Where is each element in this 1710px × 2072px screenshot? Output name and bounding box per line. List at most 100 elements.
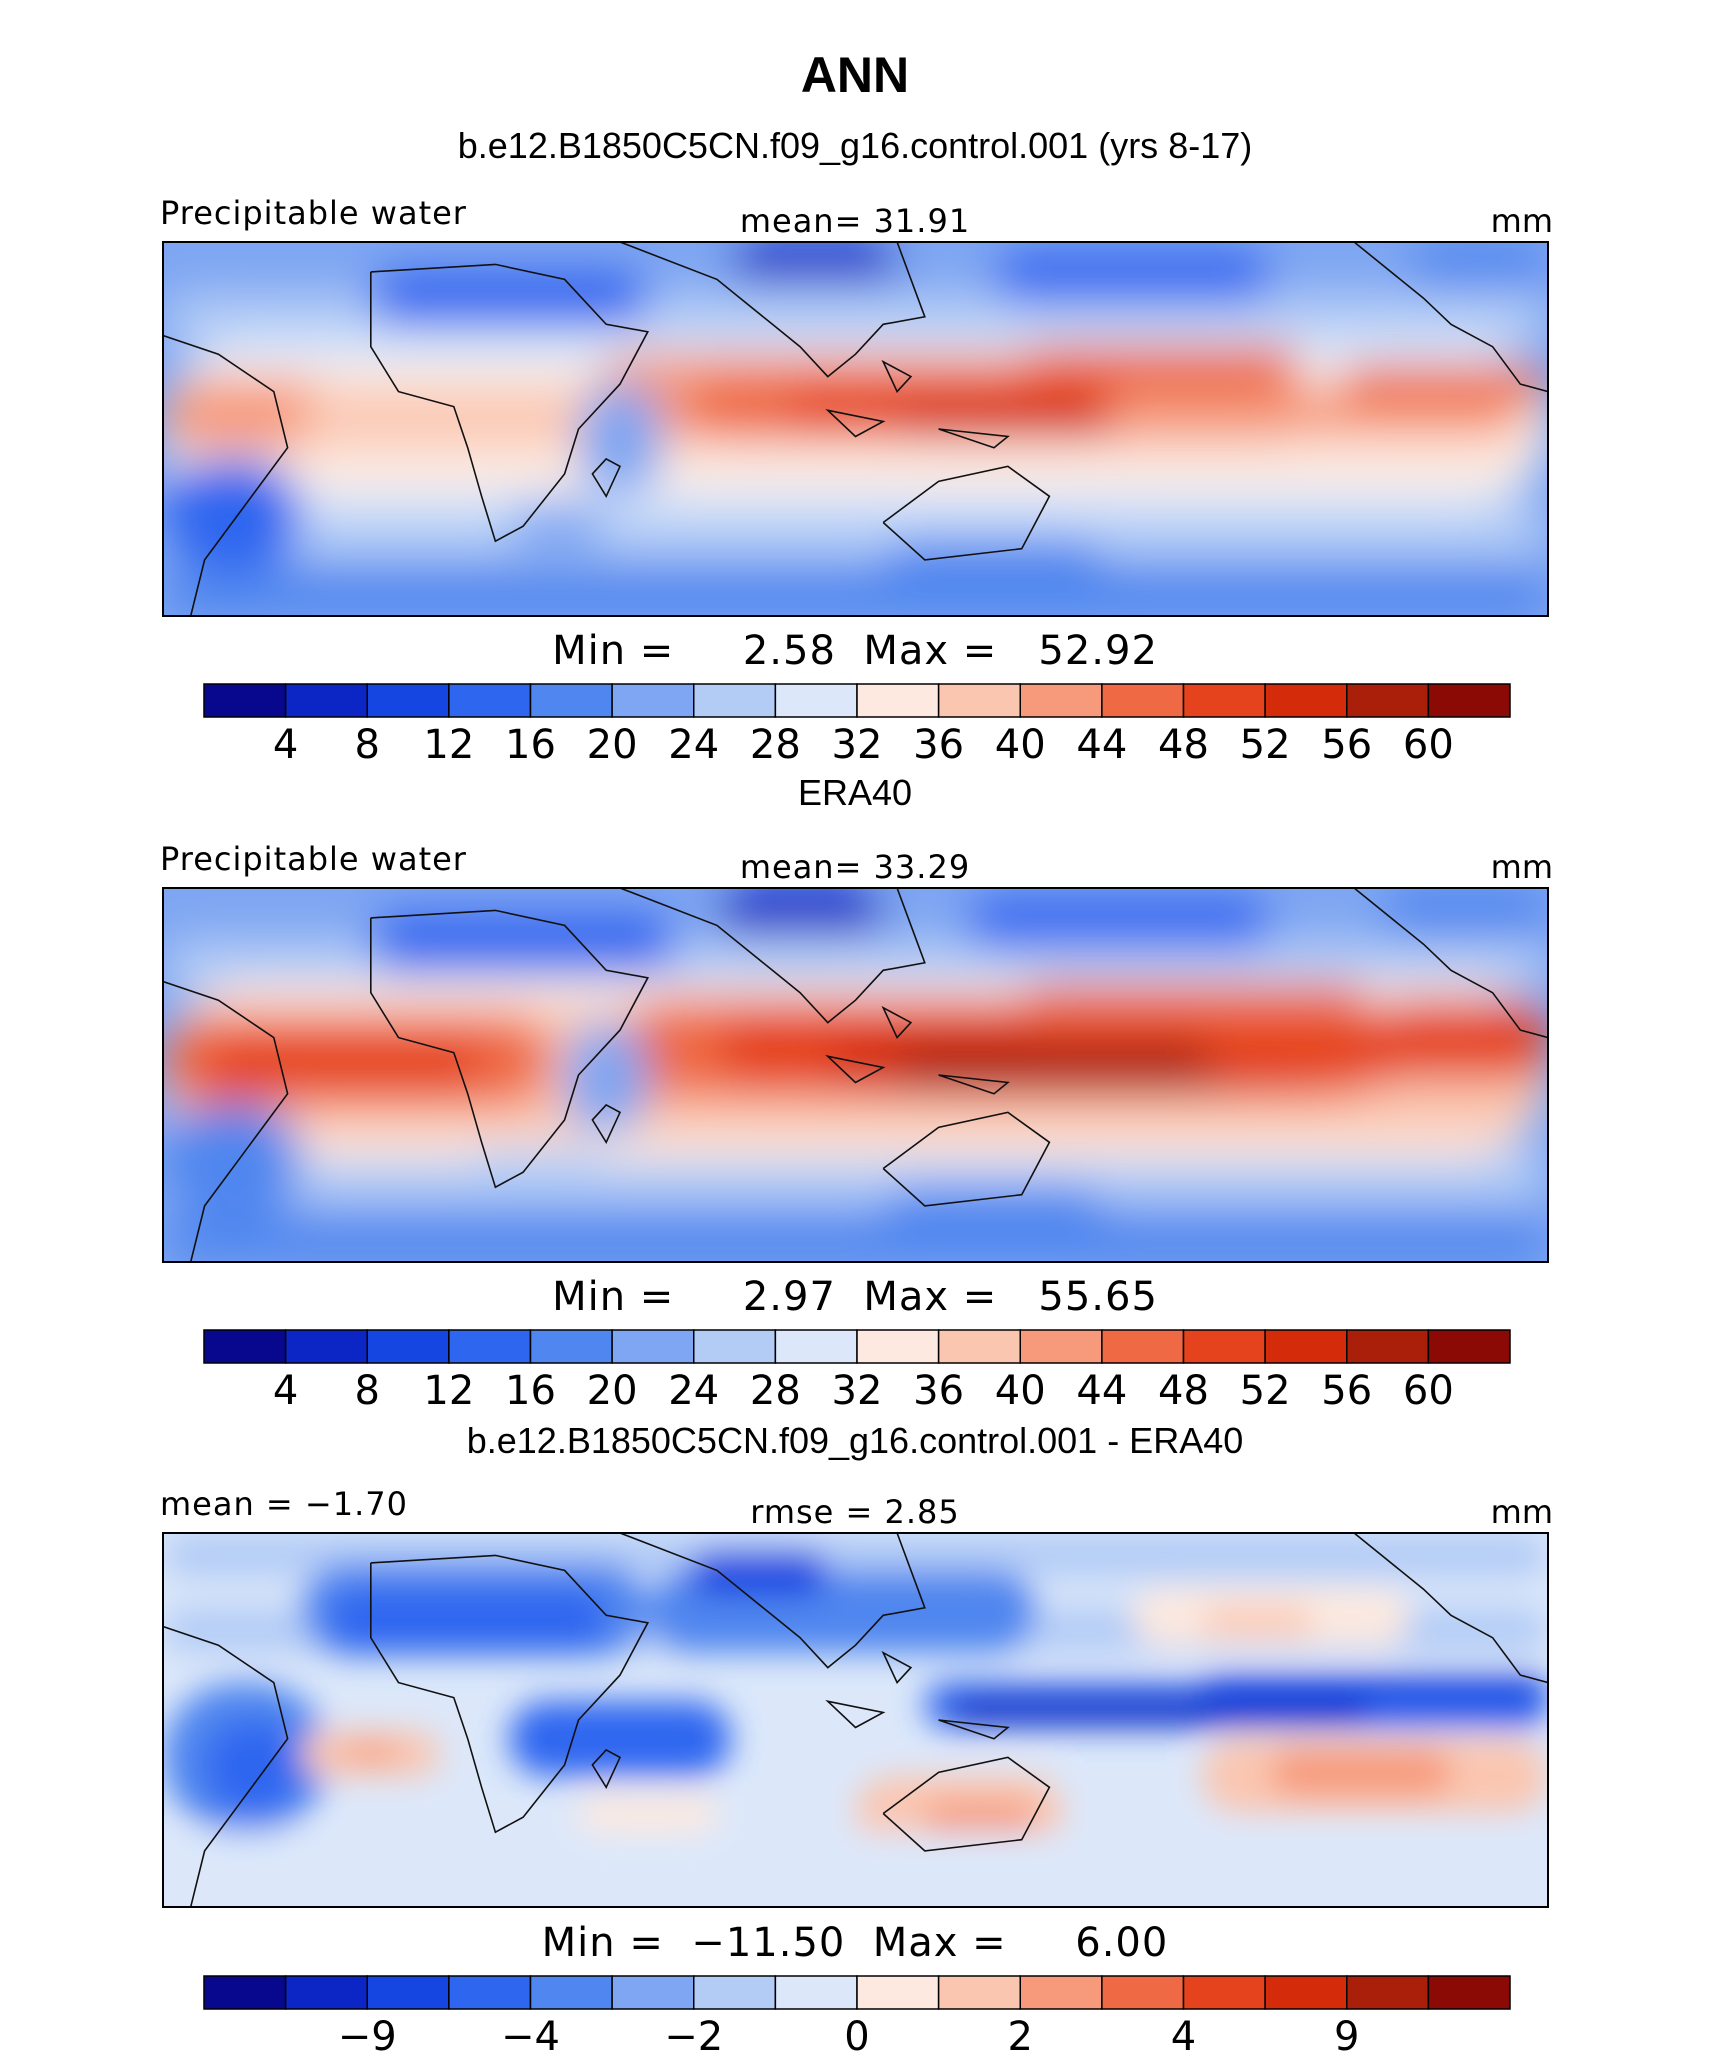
coastline: [881, 1650, 913, 1685]
colorbar-tick-label: −4: [501, 2014, 560, 2060]
contour-region: [717, 888, 884, 933]
coastline: [619, 242, 926, 378]
colorbar-tick-label: 40: [995, 1368, 1046, 1414]
colorbar-swatch: [448, 683, 532, 718]
colorbar-swatch: [856, 683, 940, 718]
colorbar-tick-label: −9: [338, 2014, 397, 2060]
minmax-label: Min = −11.50 Max = 6.00: [542, 1920, 1169, 1966]
colorbar-swatch: [203, 1329, 287, 1364]
colorbar-swatch: [366, 1329, 450, 1364]
colorbar-swatch: [937, 683, 1021, 718]
colorbar-swatch: [774, 683, 858, 718]
colorbar-swatch: [774, 1975, 858, 2010]
colorbar-swatch: [774, 1329, 858, 1364]
colorbar-tick-label: 4: [273, 722, 298, 768]
colorbar-tick-label: 0: [844, 2014, 869, 2060]
coastline: [881, 359, 913, 394]
colorbar-tick-label: 44: [1076, 1368, 1127, 1414]
colorbar-tick-label: 32: [832, 722, 883, 768]
contour-region: [163, 1104, 302, 1218]
coastline: [1353, 242, 1548, 393]
colorbar-swatch: [611, 683, 695, 718]
map-field: [163, 242, 1548, 616]
contour-region: [163, 503, 1548, 557]
colorbar-swatch: [1182, 1329, 1266, 1364]
panels: b.e12.B1850C5CN.f09_g16.control.001 (yrs…: [160, 125, 1553, 2060]
panel-subtitle: b.e12.B1850C5CN.f09_g16.control.001 - ER…: [467, 1420, 1244, 1461]
colorbar-swatch: [611, 1975, 695, 2010]
colorbar-tick-label: 52: [1240, 1368, 1291, 1414]
colorbar: −9 −4 −2 0 2 4 9: [203, 1975, 1511, 2060]
colorbar-tick-label: 60: [1403, 1368, 1454, 1414]
colorbar-tick-label: 2: [1008, 2014, 1033, 2060]
contour-region: [467, 1149, 607, 1195]
contour-region: [329, 1589, 607, 1649]
contour-region: [564, 1022, 648, 1135]
colorbar-swatch: [1346, 1975, 1430, 2010]
panel-model: b.e12.B1850C5CN.f09_g16.control.001 (yrs…: [160, 125, 1553, 768]
contour-region: [966, 895, 1271, 948]
colorbar-tick-label: 16: [505, 722, 556, 768]
coastline: [882, 1111, 1051, 1207]
contour-region: [578, 1794, 717, 1833]
colorbar-swatch: [448, 1975, 532, 2010]
colorbar-tick-label: 56: [1321, 1368, 1372, 1414]
colorbar-swatch: [693, 1975, 777, 2010]
colorbar-swatch: [856, 1975, 940, 2010]
contour-region: [343, 1742, 399, 1762]
coastline: [825, 1054, 886, 1084]
colorbar-tick-label: −2: [664, 2014, 723, 2060]
colorbar-swatch: [1101, 1975, 1185, 2010]
colorbar-tick-label: 20: [587, 1368, 638, 1414]
contour-fill-group: [163, 242, 1548, 616]
contour-region: [1409, 242, 1548, 287]
coastlines: [163, 1533, 1548, 1907]
colorbar-swatch: [611, 1329, 695, 1364]
colorbar-swatch: [1101, 683, 1185, 718]
contour-region: [578, 384, 662, 497]
map-field: [163, 888, 1548, 1262]
contour-region: [883, 541, 1105, 598]
colorbar-swatch: [693, 1329, 777, 1364]
colorbar-tick-label: 12: [423, 1368, 474, 1414]
minmax-label: Min = 2.58 Max = 52.92: [552, 628, 1158, 674]
colorbar-tick-label: 28: [750, 1368, 801, 1414]
colorbar-tick-label: 4: [273, 1368, 298, 1414]
contour-region: [924, 1802, 1036, 1840]
colorbar-tick-label: 28: [750, 722, 801, 768]
panel-obs: ERA40 Precipitable water mean= 33.29 mm Min …: [160, 772, 1553, 1414]
coastline: [619, 1533, 926, 1669]
colorbar-swatch: [284, 1329, 368, 1364]
coastline: [882, 1756, 1051, 1852]
colorbar: 4 8 12 16 20 24 28 32 36 40 44 48 52 56 60: [203, 1329, 1511, 1414]
colorbar-swatch: [366, 1975, 450, 2010]
coastline: [591, 1103, 622, 1144]
coastline: [882, 465, 1051, 561]
colorbar-swatch: [284, 1975, 368, 2010]
coastline: [163, 1625, 289, 1907]
page-title: ANN: [801, 47, 909, 103]
colorbar-swatch: [1427, 1975, 1511, 2010]
colorbar-swatch: [1264, 1975, 1348, 2010]
panel-units-label: mm: [1491, 202, 1553, 240]
panel-subtitle: b.e12.B1850C5CN.f09_g16.control.001 (yrs…: [458, 125, 1252, 166]
coastline: [825, 1699, 886, 1729]
colorbar-tick-label: 4: [1171, 2014, 1196, 2060]
colorbar-tick-label: 48: [1158, 722, 1209, 768]
colorbar-swatch: [448, 1329, 532, 1364]
contour-region: [897, 1045, 1244, 1090]
colorbar-swatch: [1019, 1329, 1103, 1364]
minmax-label: Min = 2.97 Max = 55.65: [552, 1274, 1158, 1320]
colorbar-swatch: [284, 683, 368, 718]
colorbar-tick-label: 12: [423, 722, 474, 768]
contour-region: [163, 380, 330, 448]
panel-subtitle: ERA40: [798, 772, 912, 813]
contour-region: [1340, 365, 1548, 403]
contour-region: [509, 503, 607, 549]
contour-region: [1021, 346, 1299, 385]
colorbar-swatch: [856, 1329, 940, 1364]
colorbar-tick-label: 60: [1403, 722, 1454, 768]
map-frame: [162, 241, 1549, 617]
contour-fill-group: [163, 888, 1548, 1262]
